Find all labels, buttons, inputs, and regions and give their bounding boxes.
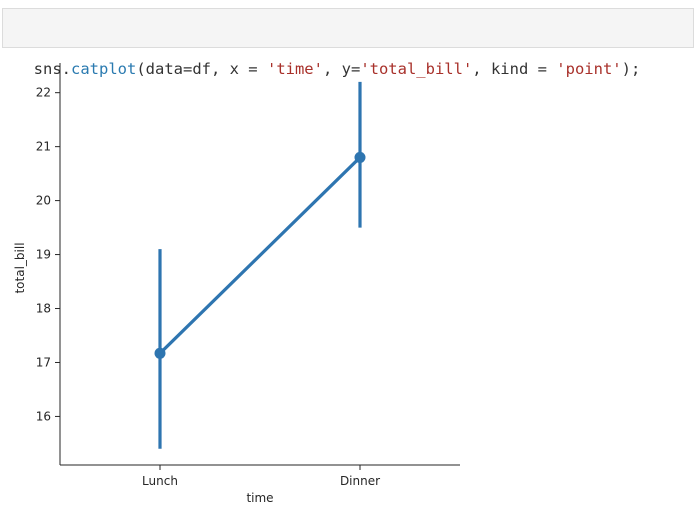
code-token: 'total_bill'	[360, 60, 473, 78]
catplot-chart: 16 17 18 19 20 21 22 Lunch Dinner time total_bi…	[13, 63, 460, 505]
x-ticks: Lunch Dinner	[142, 465, 380, 488]
data-point	[154, 347, 166, 359]
code-token: (data=df, x =	[136, 60, 267, 78]
y-axis-label: total_bill	[13, 242, 27, 293]
x-tick-label: Dinner	[340, 474, 380, 488]
axes	[59, 63, 460, 466]
error-bars	[158, 81, 362, 449]
series	[154, 151, 366, 359]
data-point	[354, 151, 366, 163]
code-token: 'time'	[266, 60, 323, 78]
y-tick-label: 20	[36, 194, 51, 208]
code-token: 'point'	[556, 60, 622, 78]
code-cell[interactable]: sns.catplot(data=df, x = 'time', y='tota…	[2, 8, 694, 78]
y-ticks: 16 17 18 19 20 21 22	[36, 86, 60, 423]
code-token: , kind =	[472, 60, 557, 78]
code-token: sns.	[33, 60, 71, 78]
y-tick-label: 18	[36, 302, 51, 316]
code-token: , y=	[322, 60, 361, 78]
y-tick-label: 19	[36, 248, 51, 262]
code-token: );	[621, 60, 641, 78]
x-tick-label: Lunch	[142, 474, 178, 488]
series-line	[158, 156, 362, 355]
y-tick-label: 16	[36, 409, 51, 423]
y-tick-label: 22	[36, 86, 51, 100]
code-text: sns.catplot(data=df, x = 'time', y='tota…	[34, 60, 641, 78]
code-token: catplot	[71, 60, 137, 78]
x-axis-label: time	[246, 491, 273, 505]
y-tick-label: 17	[36, 355, 51, 369]
y-tick-label: 21	[36, 140, 51, 154]
